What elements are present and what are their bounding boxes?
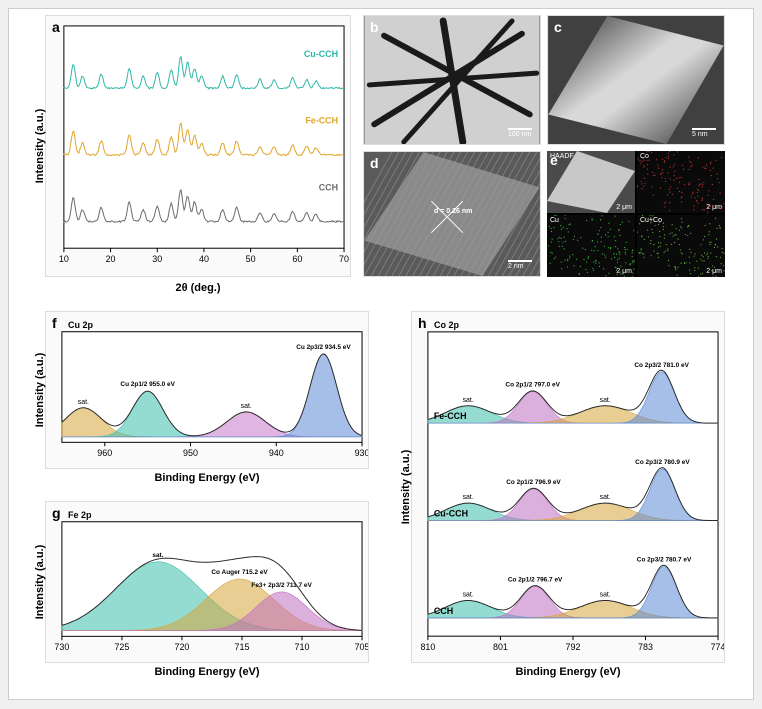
svg-text:Cu-CCH: Cu-CCH <box>304 49 338 59</box>
panel-a-xlabel: 2θ (deg.) <box>175 282 220 294</box>
svg-text:Cu 2p1/2 955.0 eV: Cu 2p1/2 955.0 eV <box>120 381 175 388</box>
panel-c-scalebar: 5 nm <box>692 128 716 138</box>
svg-text:40: 40 <box>199 254 209 264</box>
panel-h-co2p: h Co 2p 810 801 792 783 774 sat. Co 2p1/2 797.… <box>411 311 725 663</box>
svg-text:792: 792 <box>566 642 581 652</box>
svg-text:Co 2p1/2 796.9 eV: Co 2p1/2 796.9 eV <box>506 479 561 486</box>
eds-scalebar: 2 μm <box>706 268 722 275</box>
xps-fe2p: 730 725 720 715 710 705 sat. Co Auger 715.2 eV F… <box>46 502 368 662</box>
panel-g-title: Fe 2p <box>68 510 92 520</box>
eds-cell-label: Cu <box>550 217 559 224</box>
svg-text:sat.: sat. <box>600 494 611 501</box>
svg-text:715: 715 <box>235 642 250 652</box>
panel-f-ylabel: Intensity (a.u.) <box>34 353 46 428</box>
svg-text:50: 50 <box>246 254 256 264</box>
svg-text:sat.: sat. <box>78 399 89 406</box>
xrd-plot: 10 20 30 40 50 60 70 Cu-CCH Fe-CCH CCH <box>46 16 350 276</box>
eds-cu: Cu 2 μm <box>547 215 635 277</box>
panel-g-fe2p: g Fe 2p 730 725 720 715 710 705 sat. Co Auger 7… <box>45 501 369 663</box>
panel-h-title: Co 2p <box>434 320 459 330</box>
svg-text:70: 70 <box>339 254 349 264</box>
panel-e-eds: e HAADF2 μm Co 2 μm Cu 2 μm Cu+Co 2 μm <box>547 151 725 277</box>
svg-text:774: 774 <box>711 642 724 652</box>
svg-text:950: 950 <box>183 448 198 458</box>
eds-cell-label: Co <box>640 153 649 160</box>
panel-g-label: g <box>52 505 61 521</box>
panel-g-xlabel: Binding Energy (eV) <box>154 666 259 678</box>
panel-f-title: Cu 2p <box>68 320 93 330</box>
svg-text:710: 710 <box>295 642 310 652</box>
svg-text:783: 783 <box>638 642 653 652</box>
panel-b-label: b <box>370 19 379 35</box>
svg-text:720: 720 <box>174 642 189 652</box>
eds-haadf: HAADF2 μm <box>547 151 635 213</box>
svg-text:801: 801 <box>493 642 508 652</box>
svg-text:CCH: CCH <box>319 182 338 192</box>
panel-b-tem: b 100 nm <box>363 15 541 145</box>
svg-text:730: 730 <box>54 642 69 652</box>
svg-text:sat.: sat. <box>463 494 474 501</box>
panel-f-cu2p: f Cu 2p 960 950 940 930 sat. Cu 2p1/2 955.0 e… <box>45 311 369 469</box>
panel-c-hrtem: c 5 nm <box>547 15 725 145</box>
svg-text:Fe-CCH: Fe-CCH <box>434 411 467 421</box>
svg-text:940: 940 <box>269 448 284 458</box>
svg-text:Co 2p3/2 780.9 eV: Co 2p3/2 780.9 eV <box>635 459 690 466</box>
svg-text:CCH: CCH <box>434 606 453 616</box>
xps-co2p: 810 801 792 783 774 sat. Co 2p1/2 797.0 eV sat.… <box>412 312 724 662</box>
svg-text:sat.: sat. <box>600 592 611 599</box>
eds-scalebar: 2 μm <box>616 204 632 211</box>
svg-text:sat.: sat. <box>600 397 611 404</box>
svg-text:sat.: sat. <box>463 397 474 404</box>
figure-multipanel: a 10 20 30 40 50 60 70 Cu-CCH Fe-CCH CCH Intensit… <box>8 8 754 700</box>
svg-text:Fe-CCH: Fe-CCH <box>305 116 338 126</box>
svg-text:Co 2p1/2 796.7 eV: Co 2p1/2 796.7 eV <box>508 576 563 583</box>
svg-text:Co Auger 715.2 eV: Co Auger 715.2 eV <box>211 569 268 576</box>
panel-f-label: f <box>52 315 57 331</box>
panel-d-scalebar: 2 nm <box>508 260 532 270</box>
panel-d-label: d <box>370 155 379 171</box>
svg-text:sat.: sat. <box>241 403 252 410</box>
svg-text:Cu-CCH: Cu-CCH <box>434 509 468 519</box>
eds-scalebar: 2 μm <box>616 268 632 275</box>
svg-text:Co 2p3/2 780.7 eV: Co 2p3/2 780.7 eV <box>637 556 692 563</box>
panel-c-label: c <box>554 19 562 35</box>
panel-e-label: e <box>550 152 558 168</box>
svg-text:960: 960 <box>97 448 112 458</box>
panel-a-xrd: a 10203040506070Cu-CCHFe-CCHCCH Intensit… <box>45 15 351 277</box>
svg-text:Fe3+ 2p3/2 711.7 eV: Fe3+ 2p3/2 711.7 eV <box>251 582 312 589</box>
svg-text:60: 60 <box>292 254 302 264</box>
eds-co: Co 2 μm <box>637 151 725 213</box>
svg-text:Co 2p3/2 781.0 eV: Co 2p3/2 781.0 eV <box>634 362 689 369</box>
svg-text:10: 10 <box>59 254 69 264</box>
eds-scalebar: 2 μm <box>706 204 722 211</box>
svg-text:725: 725 <box>114 642 129 652</box>
panel-a-ylabel: Intensity (a.u.) <box>34 109 46 184</box>
d-spacing-annot: d = 0.26 nm <box>434 208 472 215</box>
panel-a-label: a <box>52 19 60 35</box>
svg-text:Cu 2p3/2 934.5 eV: Cu 2p3/2 934.5 eV <box>296 344 351 351</box>
svg-text:705: 705 <box>355 642 368 652</box>
panel-g-ylabel: Intensity (a.u.) <box>34 545 46 620</box>
svg-text:Co 2p1/2 797.0 eV: Co 2p1/2 797.0 eV <box>505 382 560 389</box>
svg-text:20: 20 <box>106 254 116 264</box>
panel-h-ylabel: Intensity (a.u.) <box>400 450 412 525</box>
panel-f-xlabel: Binding Energy (eV) <box>154 472 259 484</box>
svg-text:810: 810 <box>420 642 435 652</box>
svg-text:sat.: sat. <box>463 592 474 599</box>
panel-h-label: h <box>418 315 427 331</box>
eds-overlay: Cu+Co 2 μm <box>637 215 725 277</box>
panel-d-lattice: d d = 0.26 nm 2 nm <box>363 151 541 277</box>
panel-b-scalebar: 100 nm <box>508 128 532 138</box>
svg-text:30: 30 <box>152 254 162 264</box>
panel-h-xlabel: Binding Energy (eV) <box>515 666 620 678</box>
eds-cell-label: Cu+Co <box>640 217 662 224</box>
xps-cu2p: 960 950 940 930 sat. Cu 2p1/2 955.0 eV sat. Cu … <box>46 312 368 468</box>
tem-needles <box>364 16 540 144</box>
hrtem-needle <box>548 16 724 144</box>
svg-text:930: 930 <box>355 448 368 458</box>
svg-text:sat.: sat. <box>152 552 163 559</box>
